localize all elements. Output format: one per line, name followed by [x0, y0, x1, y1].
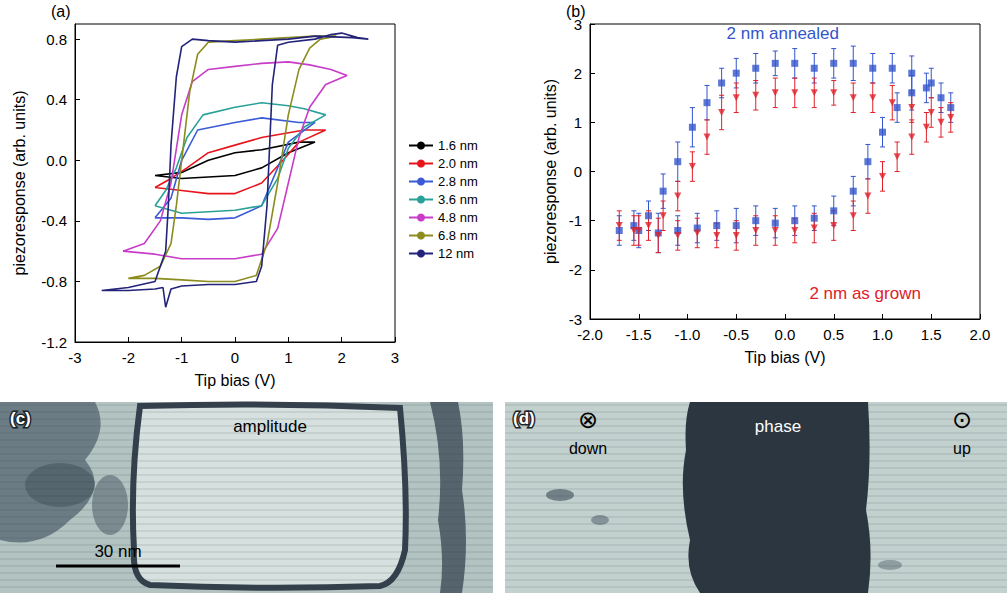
- svg-text:2 nm annealed: 2 nm annealed: [727, 24, 839, 43]
- svg-text:-1: -1: [175, 349, 188, 366]
- svg-text:3.6 nm: 3.6 nm: [438, 192, 478, 207]
- svg-text:-2: -2: [569, 261, 582, 278]
- svg-text:12 nm: 12 nm: [438, 246, 474, 261]
- svg-text:2 nm as grown: 2 nm as grown: [809, 284, 921, 303]
- svg-text:-0.4: -0.4: [41, 212, 67, 229]
- svg-text:4.8 nm: 4.8 nm: [438, 210, 478, 225]
- svg-text:2: 2: [337, 349, 345, 366]
- svg-text:1: 1: [574, 114, 582, 131]
- svg-text:-1.0: -1.0: [675, 326, 701, 343]
- svg-text:-1.5: -1.5: [626, 326, 652, 343]
- svg-text:down: down: [569, 440, 607, 457]
- svg-text:⊗: ⊗: [578, 406, 598, 433]
- svg-text:amplitude: amplitude: [233, 417, 307, 436]
- svg-text:piezoresponse (arb. units): piezoresponse (arb. units): [542, 79, 559, 264]
- svg-text:0.0: 0.0: [46, 152, 67, 169]
- svg-text:-2.0: -2.0: [577, 326, 603, 343]
- svg-text:Tip bias (V): Tip bias (V): [194, 372, 275, 389]
- svg-text:up: up: [953, 440, 971, 457]
- svg-text:0.8: 0.8: [46, 31, 67, 48]
- svg-text:-3: -3: [569, 311, 582, 328]
- svg-text:0.4: 0.4: [46, 91, 67, 108]
- svg-text:phase: phase: [755, 417, 801, 436]
- svg-text:-2: -2: [122, 349, 135, 366]
- svg-text:1.6 nm: 1.6 nm: [438, 138, 478, 153]
- svg-text:-1.2: -1.2: [41, 334, 67, 351]
- svg-text:-0.5: -0.5: [723, 326, 749, 343]
- svg-text:1.0: 1.0: [872, 326, 893, 343]
- svg-text:6.8 nm: 6.8 nm: [438, 228, 478, 243]
- svg-text:0.5: 0.5: [823, 326, 844, 343]
- svg-text:3: 3: [391, 349, 399, 366]
- svg-text:(c): (c): [10, 409, 31, 428]
- svg-text:⊙: ⊙: [952, 406, 972, 433]
- svg-text:-3: -3: [68, 349, 81, 366]
- svg-text:0.0: 0.0: [775, 326, 796, 343]
- svg-text:0: 0: [231, 349, 239, 366]
- svg-text:(a): (a): [51, 3, 71, 20]
- svg-text:2: 2: [574, 65, 582, 82]
- svg-text:2.8 nm: 2.8 nm: [438, 174, 478, 189]
- svg-text:2.0 nm: 2.0 nm: [438, 156, 478, 171]
- svg-text:-0.8: -0.8: [41, 273, 67, 290]
- svg-text:30 nm: 30 nm: [94, 542, 141, 561]
- svg-text:1: 1: [284, 349, 292, 366]
- svg-text:piezoresponse (arb. units): piezoresponse (arb. units): [11, 91, 28, 276]
- svg-text:(b): (b): [566, 2, 586, 20]
- svg-text:3: 3: [574, 16, 582, 33]
- svg-text:1.5: 1.5: [921, 326, 942, 343]
- svg-text:Tip bias (V): Tip bias (V): [744, 349, 825, 366]
- svg-text:2.0: 2.0: [970, 326, 991, 343]
- svg-text:0: 0: [574, 163, 582, 180]
- svg-text:(d): (d): [513, 409, 535, 428]
- svg-text:-1: -1: [569, 212, 582, 229]
